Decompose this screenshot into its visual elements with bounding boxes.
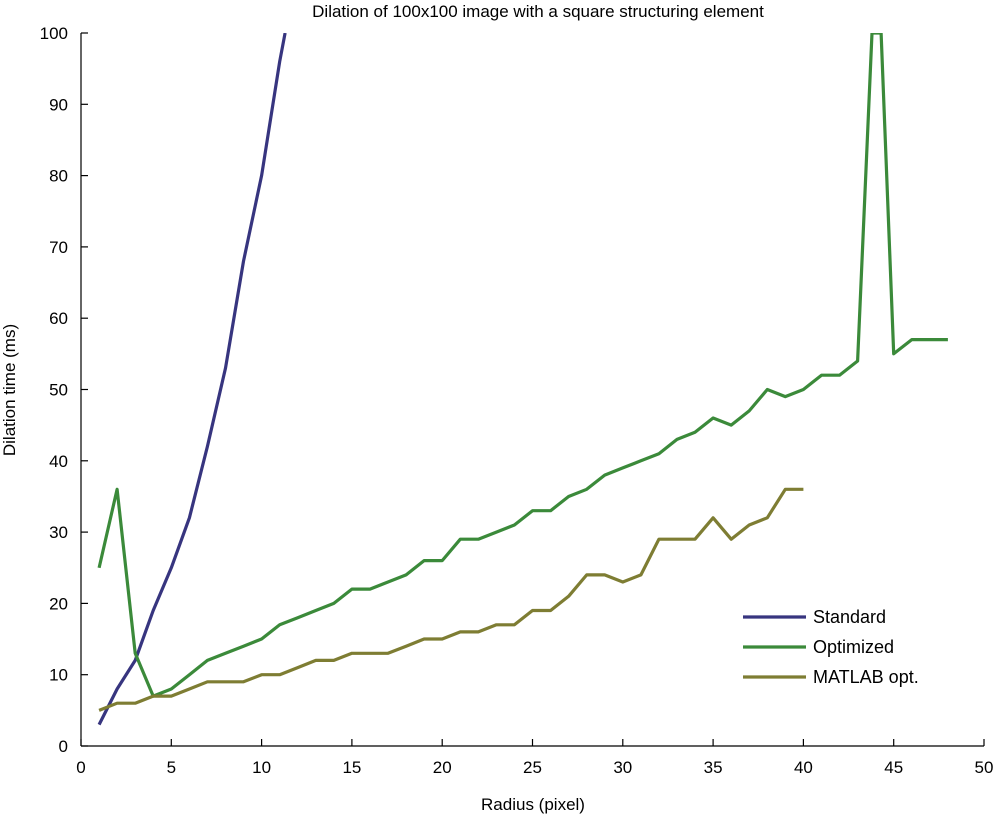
x-tick-label: 0 [76, 758, 85, 777]
x-axis-title: Radius (pixel) [481, 795, 585, 814]
y-tick-label: 0 [59, 737, 68, 756]
legend-label-optimized: Optimized [813, 637, 894, 657]
y-tick-label: 100 [40, 24, 68, 43]
y-tick-label: 90 [49, 95, 68, 114]
y-tick-label: 60 [49, 309, 68, 328]
x-tick-label: 20 [433, 758, 452, 777]
x-tick-label: 50 [975, 758, 994, 777]
x-tick-label: 15 [342, 758, 361, 777]
x-tick-label: 45 [884, 758, 903, 777]
series-line-matlab-opt [98, 487, 804, 712]
plot-area [97, 33, 948, 726]
y-tick-label: 80 [49, 167, 68, 186]
series-line-standard [97, 33, 287, 726]
x-tick-label: 10 [252, 758, 271, 777]
y-axis-title: Dilation time (ms) [0, 324, 19, 456]
legend-label-matlab-opt: MATLAB opt. [813, 667, 919, 687]
series-line-optimized [97, 33, 948, 698]
y-tick-label: 70 [49, 238, 68, 257]
y-tick-label: 10 [49, 666, 68, 685]
x-tick-label: 35 [704, 758, 723, 777]
y-tick-label: 30 [49, 523, 68, 542]
series-group [97, 33, 948, 726]
legend: Standard Optimized MATLAB opt. [743, 607, 919, 687]
x-tick-label: 5 [167, 758, 176, 777]
y-tick-label: 20 [49, 594, 68, 613]
y-tick-label: 50 [49, 381, 68, 400]
chart-title: Dilation of 100x100 image with a square … [312, 2, 764, 21]
x-tick-label: 25 [523, 758, 542, 777]
x-tick-label: 40 [794, 758, 813, 777]
y-tick-label: 40 [49, 452, 68, 471]
legend-label-standard: Standard [813, 607, 886, 627]
axes: 0 5 10 15 20 25 30 35 40 45 50 0 10 20 30 40 50 60 70 80 90 1… [40, 24, 994, 777]
x-tick-label: 30 [613, 758, 632, 777]
